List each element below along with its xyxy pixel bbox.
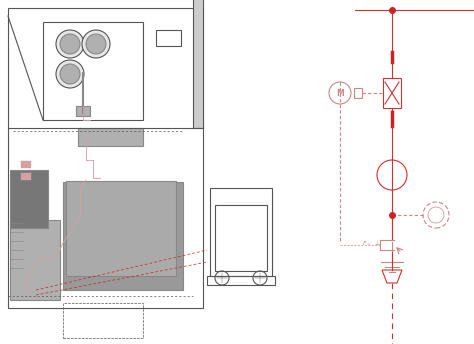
Bar bbox=[10, 220, 60, 300]
Bar bbox=[193, 0, 203, 128]
Bar bbox=[354, 88, 362, 98]
Circle shape bbox=[60, 64, 80, 84]
Bar bbox=[63, 303, 143, 338]
Bar bbox=[43, 22, 143, 120]
Circle shape bbox=[56, 60, 84, 88]
Bar bbox=[383, 78, 401, 108]
Bar bbox=[8, 8, 203, 308]
Bar bbox=[76, 106, 90, 116]
Circle shape bbox=[86, 34, 106, 54]
Text: M: M bbox=[336, 88, 344, 97]
Bar bbox=[156, 30, 181, 46]
Bar bbox=[10, 170, 48, 228]
Bar bbox=[215, 205, 267, 271]
Bar bbox=[210, 188, 272, 276]
Bar bbox=[207, 276, 275, 285]
Bar bbox=[21, 161, 31, 168]
Bar bbox=[21, 173, 31, 180]
Bar bbox=[66, 181, 176, 276]
Circle shape bbox=[82, 30, 110, 58]
Circle shape bbox=[60, 34, 80, 54]
Text: $F_{=}$ $\bot$: $F_{=}$ $\bot$ bbox=[362, 238, 381, 248]
Circle shape bbox=[56, 30, 84, 58]
Bar bbox=[78, 128, 143, 146]
Bar bbox=[63, 182, 183, 290]
